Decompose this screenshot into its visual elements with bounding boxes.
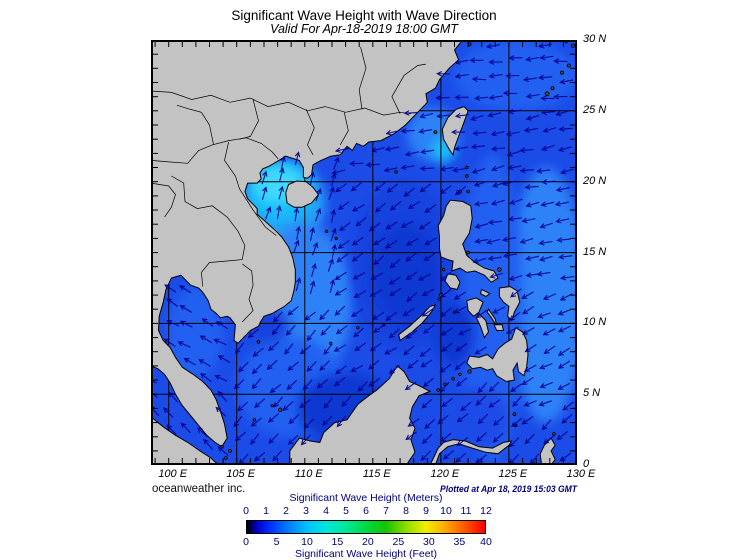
map-frame <box>151 40 577 465</box>
land <box>151 40 556 465</box>
colorbar-meters-tick: 2 <box>283 505 289 517</box>
credit-plotted-timestamp: Plotted at Apr 18, 2019 15:03 GMT <box>439 484 577 494</box>
colorbar-feet-tick: 30 <box>423 536 435 548</box>
lat-label: 20 N <box>583 174 607 187</box>
lon-label: 110 E <box>294 468 323 480</box>
colorbar-feet-ticks: 0 5 10 15 20 25 30 35 40 <box>243 536 492 548</box>
wave-direction-arrows <box>151 42 575 465</box>
lat-label: 25 N <box>583 103 607 116</box>
lon-label: 115 E <box>362 468 391 480</box>
colorbar-meters-tick: 3 <box>303 505 309 517</box>
colorbar-feet-tick: 20 <box>362 536 374 548</box>
political-borders <box>151 47 426 323</box>
lon-label: 105 E <box>226 468 256 480</box>
colorbar-meters-tick: 1 <box>263 505 269 517</box>
lon-label: 125 E <box>498 468 528 480</box>
colorbar-feet-tick: 5 <box>273 536 280 548</box>
colorbar-meters-tick: 10 <box>440 505 452 517</box>
colorbar-meters-tick: 8 <box>403 505 409 517</box>
colorbar-meters-tick: 0 <box>243 505 249 517</box>
colorbar-meters-tick: 5 <box>343 505 349 517</box>
lat-label: 10 N <box>583 316 607 329</box>
colorbar-meters-ticks: 0 1 2 3 4 5 6 7 8 9 10 11 12 <box>243 505 492 517</box>
lat-label: 15 N <box>583 245 607 258</box>
colorbar-meters-tick: 12 <box>480 505 492 517</box>
colorbar-feet-tick: 35 <box>453 536 466 548</box>
colorbar-feet-tick: 15 <box>331 536 344 548</box>
colorbar-title-feet: Significant Wave Height (Feet) <box>294 548 437 560</box>
colorbar-meters-tick: 7 <box>383 505 389 517</box>
figure-subtitle: Valid For Apr-18-2019 18:00 GMT <box>270 22 458 36</box>
lon-label: 120 E <box>430 468 460 480</box>
lat-label: 5 N <box>583 387 601 400</box>
map-area <box>151 40 577 465</box>
credit-oceanweather: oceanweather inc. <box>152 483 246 495</box>
colorbar-title-meters: Significant Wave Height (Meters) <box>289 492 443 504</box>
colorbar-feet-tick: 0 <box>243 536 249 548</box>
colorbar-meters-tick: 4 <box>323 505 329 517</box>
figure-title: Significant Wave Height with Wave Direct… <box>231 8 497 23</box>
lat-label: 30 N <box>583 33 607 45</box>
colorbar-meters-tick: 6 <box>363 505 369 517</box>
colorbar-gradient <box>246 520 486 534</box>
lon-label: 100 E <box>158 468 188 480</box>
colorbar-feet-tick: 25 <box>392 536 405 548</box>
lat-label: 0 <box>583 458 590 471</box>
lon-label: 130 E <box>566 468 596 480</box>
colorbar-feet-tick: 10 <box>301 536 313 548</box>
colorbar-meters-tick: 11 <box>460 505 472 517</box>
colorbar-meters-tick: 9 <box>423 505 429 517</box>
colorbar-feet-tick: 40 <box>480 536 492 548</box>
map-svg <box>151 40 577 465</box>
